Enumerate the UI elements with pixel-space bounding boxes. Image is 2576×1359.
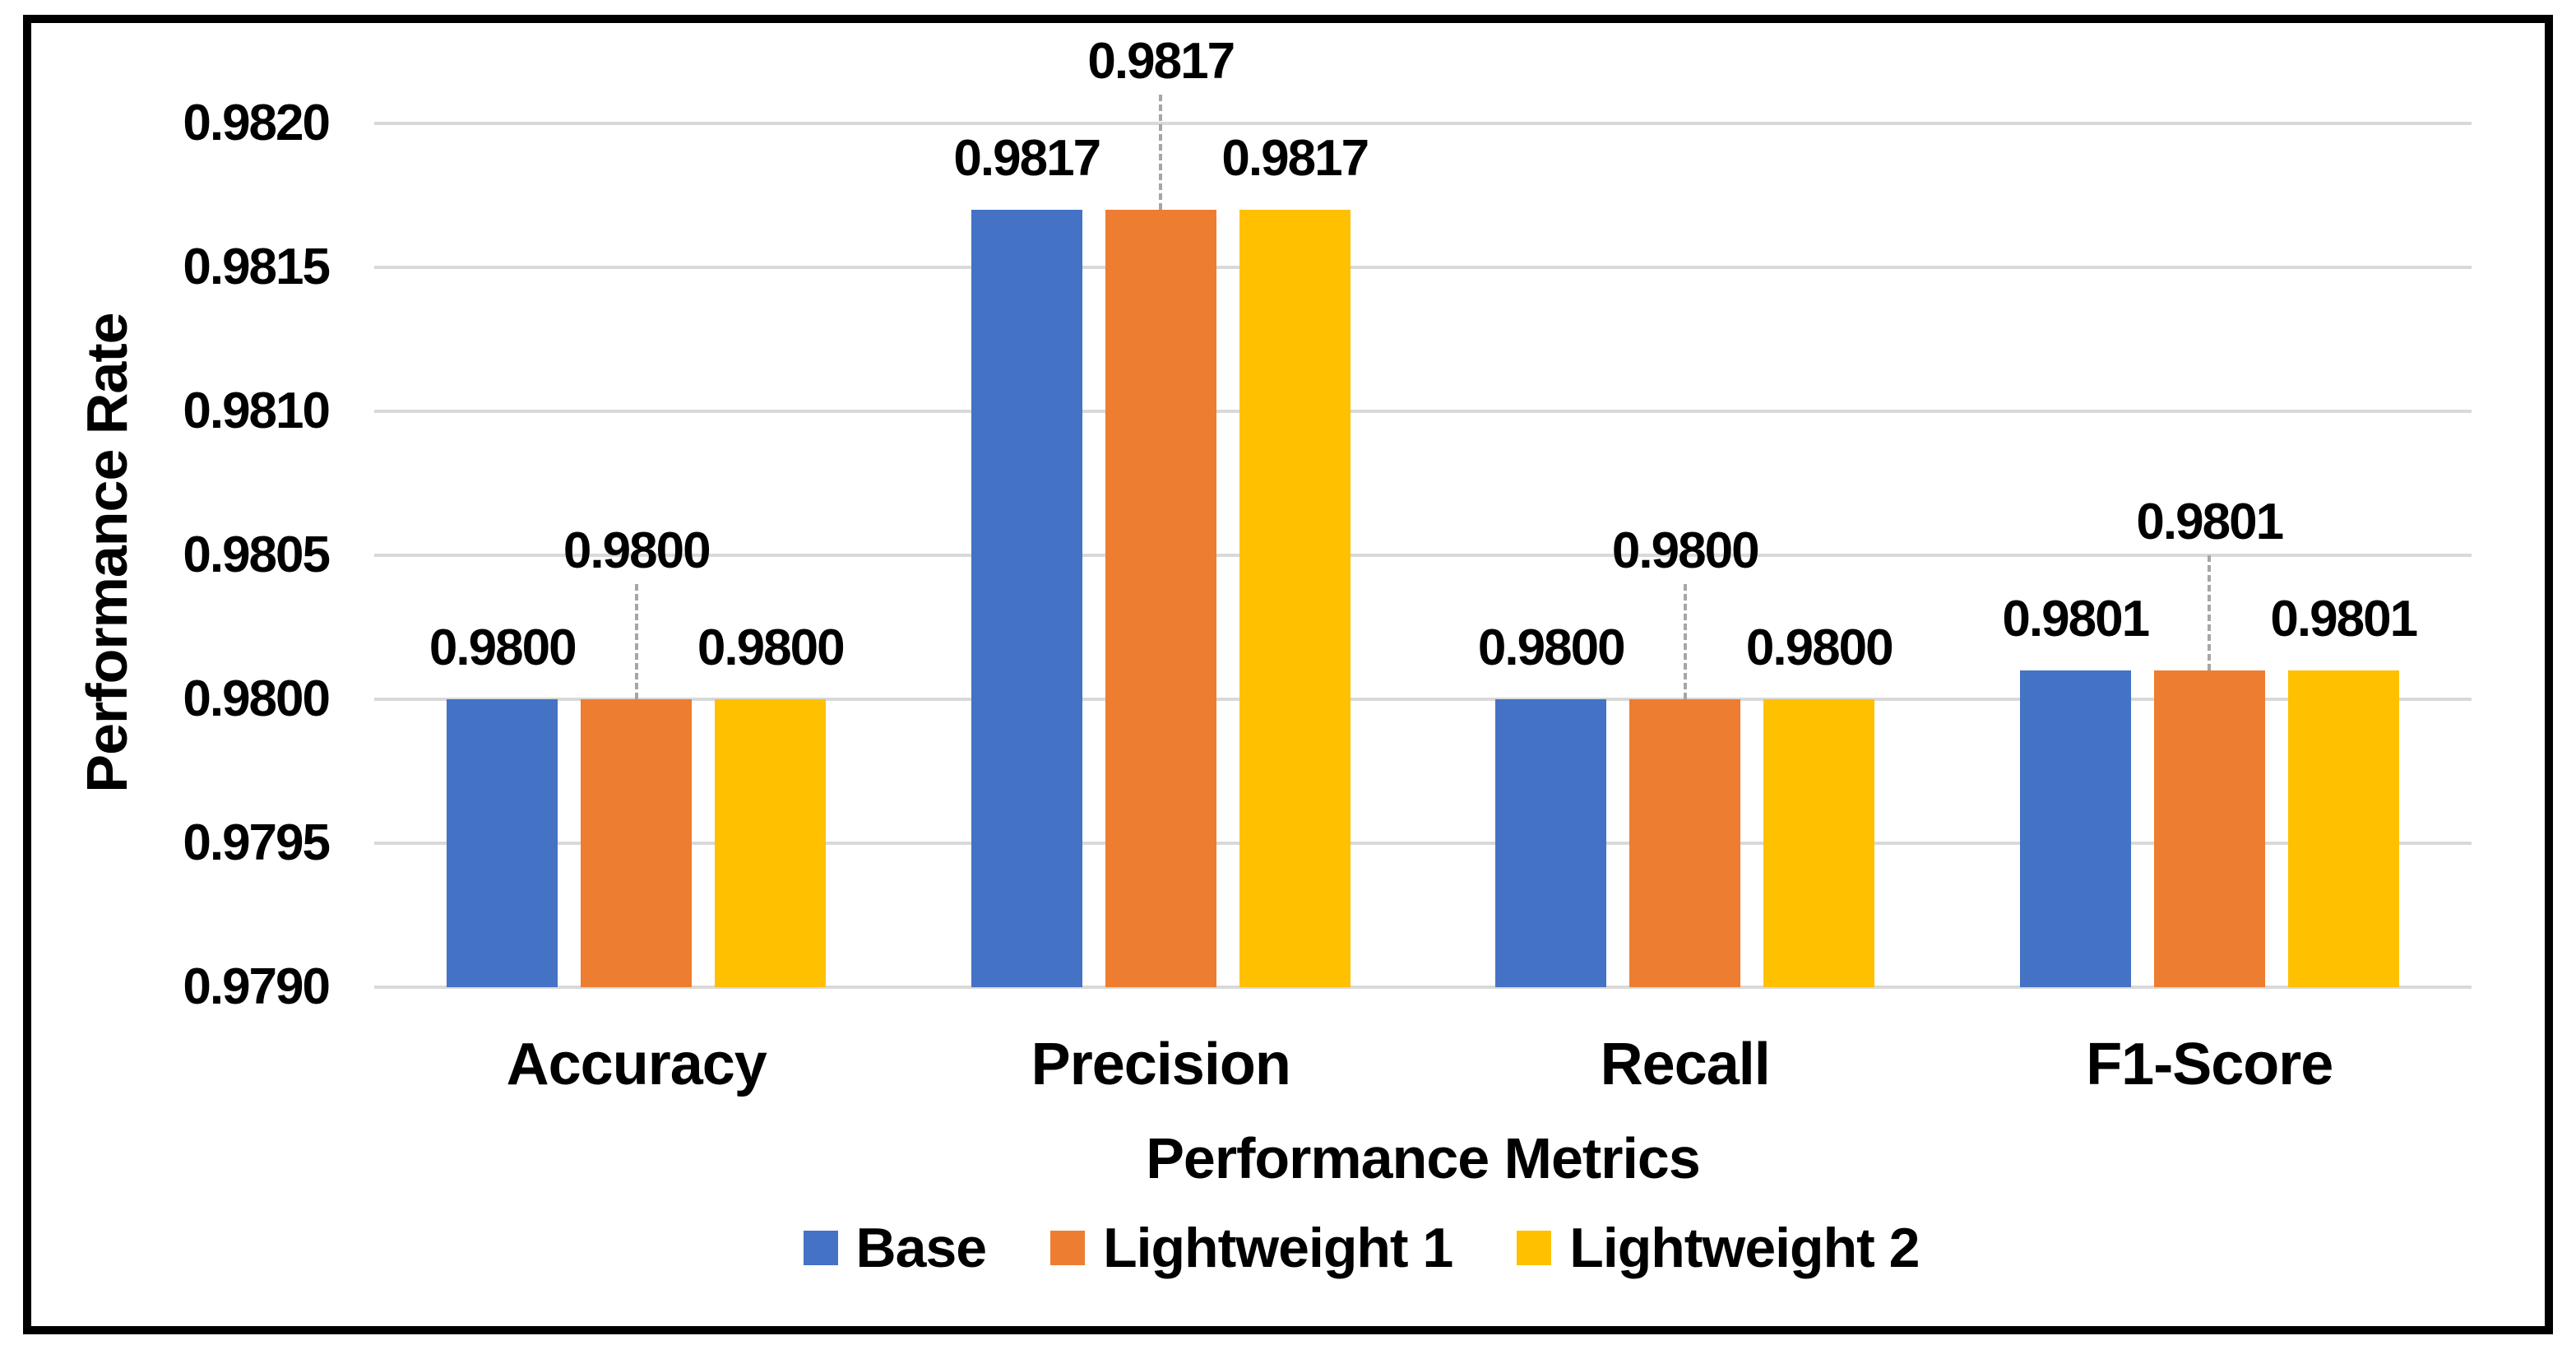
x-axis-title: Performance Metrics: [1146, 1126, 1701, 1190]
legend-item-base: Base: [803, 1216, 988, 1280]
legend-label-base: Base: [855, 1217, 988, 1279]
legend-label-lightweight-1: Lightweight 1: [1103, 1217, 1453, 1279]
data-label-base-f1-score: 0.9801: [2002, 591, 2150, 647]
bar-lightweight-2-precision: [1239, 210, 1351, 987]
chart-border-frame: [23, 15, 2553, 1334]
bar-lightweight-1-f1-score: [2153, 670, 2265, 987]
y-tick-label-0.9800: 0.9800: [183, 670, 331, 727]
bar-lightweight-1-recall: [1629, 699, 1741, 987]
bar-lightweight-1-accuracy: [581, 699, 693, 987]
category-label-accuracy: Accuracy: [506, 1032, 767, 1097]
bar-base-f1-score: [2019, 670, 2131, 987]
data-label-lightweight-1-recall: 0.9800: [1611, 522, 1760, 579]
data-label-base-precision: 0.9817: [953, 130, 1101, 187]
legend-swatch-lightweight-1: [1050, 1231, 1086, 1265]
category-label-precision: Precision: [1031, 1032, 1291, 1097]
data-label-base-recall: 0.9800: [1477, 619, 1626, 676]
gridline-0.9815: [374, 266, 2472, 269]
leader-line-precision: [1159, 95, 1163, 210]
y-tick-label-0.9790: 0.9790: [183, 958, 331, 1015]
legend-swatch-lightweight-2: [1517, 1231, 1552, 1265]
data-label-lightweight-2-recall: 0.9800: [1745, 619, 1894, 676]
bar-lightweight-2-accuracy: [715, 699, 827, 987]
leader-line-recall: [1683, 584, 1687, 699]
bar-lightweight-1-precision: [1105, 210, 1216, 987]
category-label-recall: Recall: [1600, 1032, 1771, 1097]
y-tick-label-0.9820: 0.9820: [183, 95, 331, 151]
y-tick-label-0.9815: 0.9815: [183, 239, 331, 295]
legend-item-lightweight-2: Lightweight 2: [1517, 1216, 1920, 1280]
gridline-0.9805: [374, 554, 2472, 557]
data-label-base-accuracy: 0.9800: [429, 619, 577, 676]
legend-swatch-base: [803, 1231, 838, 1265]
gridline-0.9790: [374, 986, 2472, 989]
data-label-lightweight-2-accuracy: 0.9800: [697, 619, 846, 676]
bar-base-precision: [971, 210, 1082, 987]
data-label-lightweight-2-precision: 0.9817: [1221, 130, 1369, 187]
gridline-0.9795: [374, 842, 2472, 845]
leader-line-f1-score: [2208, 555, 2212, 670]
gridline-0.9810: [374, 410, 2472, 413]
y-tick-label-0.9795: 0.9795: [183, 814, 331, 871]
data-label-lightweight-1-precision: 0.9817: [1087, 33, 1235, 90]
leader-line-accuracy: [634, 584, 638, 699]
category-label-f1-score: F1-Score: [2086, 1032, 2333, 1097]
bar-lightweight-2-recall: [1763, 699, 1875, 987]
y-tick-label-0.9805: 0.9805: [183, 526, 331, 583]
data-label-lightweight-1-f1-score: 0.9801: [2136, 494, 2284, 550]
y-tick-label-0.9810: 0.9810: [183, 383, 331, 439]
bar-lightweight-2-f1-score: [2287, 670, 2399, 987]
gridline-0.9800: [374, 698, 2472, 701]
data-label-lightweight-1-accuracy: 0.9800: [563, 522, 711, 579]
gridline-0.9820: [374, 122, 2472, 125]
data-label-lightweight-2-f1-score: 0.9801: [2270, 591, 2418, 647]
legend: Base Lightweight 1 Lightweight 2: [313, 1215, 2410, 1281]
legend-label-lightweight-2: Lightweight 2: [1569, 1217, 1920, 1279]
bar-base-accuracy: [447, 699, 558, 987]
legend-item-lightweight-1: Lightweight 1: [1050, 1216, 1453, 1280]
bar-base-recall: [1495, 699, 1607, 987]
